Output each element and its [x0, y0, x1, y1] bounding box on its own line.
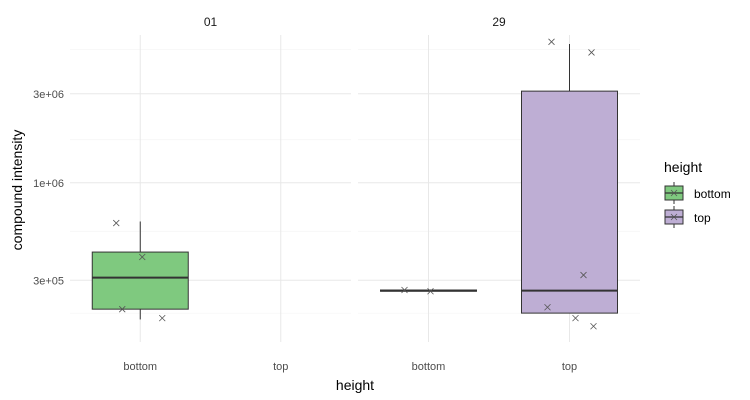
- data-point: [580, 271, 587, 279]
- x-tick-label: top: [273, 361, 288, 373]
- legend-title: height: [664, 159, 702, 175]
- data-point: [548, 38, 555, 46]
- facet-strip-label: 29: [492, 15, 506, 29]
- data-point: [572, 314, 579, 322]
- facets-layer: 01 bottom top 29 bottom top: [70, 15, 640, 373]
- facet-panel: 01 bottom top: [70, 15, 351, 373]
- data-point: [158, 314, 166, 322]
- x-axis-title: height: [336, 377, 374, 393]
- x-tick-label: bottom: [123, 361, 157, 373]
- legend-label: bottom: [694, 187, 731, 201]
- y-tick-label: 1e+06: [33, 178, 64, 190]
- data-point: [112, 219, 120, 227]
- data-point: [427, 287, 434, 295]
- y-tick-label: 3e+06: [33, 89, 64, 101]
- data-point: [590, 322, 597, 330]
- legend-entry-top: top: [664, 206, 711, 228]
- x-tick-label: top: [562, 361, 577, 373]
- data-point: [401, 286, 408, 294]
- x-tick-label: bottom: [412, 361, 446, 373]
- y-tick-label: 3e+05: [33, 275, 64, 287]
- data-point: [588, 49, 595, 56]
- box-bottom: [380, 289, 477, 292]
- legend-label: top: [694, 211, 711, 225]
- box-body: [521, 90, 618, 314]
- facet-panel: 29 bottom top: [358, 15, 640, 373]
- box-bottom: [91, 221, 189, 320]
- legend-entry-bottom: bottom: [664, 182, 731, 204]
- data-point: [118, 305, 126, 313]
- legend: height bottom top: [664, 159, 731, 228]
- box-body: [91, 251, 189, 310]
- data-point: [138, 253, 146, 261]
- facet-strip-label: 01: [204, 15, 218, 29]
- box-top: [521, 43, 618, 314]
- y-axis-title: compound intensity: [9, 130, 25, 251]
- data-point: [544, 303, 551, 311]
